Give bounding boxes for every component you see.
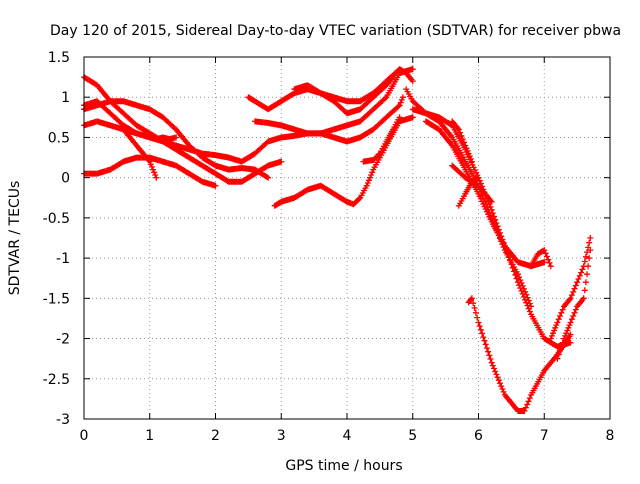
y-tick-label: 0.5 bbox=[48, 130, 70, 146]
series-track-15 bbox=[449, 118, 475, 165]
y-tick-label: 1.5 bbox=[48, 50, 70, 66]
x-tick-label: 1 bbox=[145, 428, 154, 444]
series-markers bbox=[449, 162, 495, 205]
series-track-12 bbox=[403, 86, 535, 310]
x-tick-label: 8 bbox=[606, 428, 615, 444]
series-markers bbox=[120, 126, 160, 181]
series-markers bbox=[360, 114, 403, 165]
y-tick-label: -0.5 bbox=[43, 211, 70, 227]
series-markers bbox=[271, 114, 416, 209]
data-marks-layer bbox=[81, 66, 594, 414]
x-tick-label: 4 bbox=[343, 428, 352, 444]
y-tick-label: -3 bbox=[56, 412, 70, 428]
plot-frame bbox=[83, 56, 611, 420]
series-track-6 bbox=[120, 126, 160, 181]
series-markers bbox=[291, 74, 396, 117]
x-tick-label: 0 bbox=[80, 428, 89, 444]
y-tick-label: -2.5 bbox=[43, 372, 70, 388]
series-markers bbox=[403, 86, 535, 310]
series-track-9 bbox=[252, 66, 416, 137]
y-tick-label: -1 bbox=[56, 251, 70, 267]
x-tick-label: 2 bbox=[211, 428, 220, 444]
chart-title: Day 120 of 2015, Sidereal Day-to-day VTE… bbox=[50, 23, 621, 39]
series-track-11 bbox=[360, 114, 403, 165]
y-tick-label: 0 bbox=[61, 171, 70, 187]
x-tick-label: 3 bbox=[277, 428, 286, 444]
series-markers bbox=[409, 106, 574, 350]
series-track-20 bbox=[547, 235, 594, 342]
x-tick-label: 5 bbox=[408, 428, 417, 444]
series-markers bbox=[449, 118, 475, 165]
grid-layer bbox=[84, 57, 610, 419]
series-track-13 bbox=[409, 106, 574, 350]
y-axis-label: SDTVAR / TECUs bbox=[7, 181, 23, 296]
series-track-8 bbox=[291, 74, 396, 117]
tick-layer: 0 1 2 3 4 5 6 7 8 1.5 1 0.5 0 -0.5 -1 -1.5 -2 -2.5 -3 bbox=[43, 50, 615, 444]
y-tick-label: 1 bbox=[61, 90, 70, 106]
series-track-21 bbox=[554, 247, 594, 362]
y-tick-label: -1.5 bbox=[43, 291, 70, 307]
y-tick-label: -2 bbox=[56, 332, 70, 348]
x-axis-label: GPS time / hours bbox=[285, 458, 402, 474]
series-track-17 bbox=[449, 162, 495, 205]
x-tick-label: 7 bbox=[540, 428, 549, 444]
series-markers bbox=[547, 235, 594, 342]
series-track-10 bbox=[271, 114, 416, 209]
series-track-19 bbox=[528, 247, 554, 270]
series-markers bbox=[252, 66, 416, 137]
series-markers bbox=[554, 247, 594, 362]
series-markers bbox=[528, 247, 554, 270]
x-tick-label: 6 bbox=[474, 428, 483, 444]
